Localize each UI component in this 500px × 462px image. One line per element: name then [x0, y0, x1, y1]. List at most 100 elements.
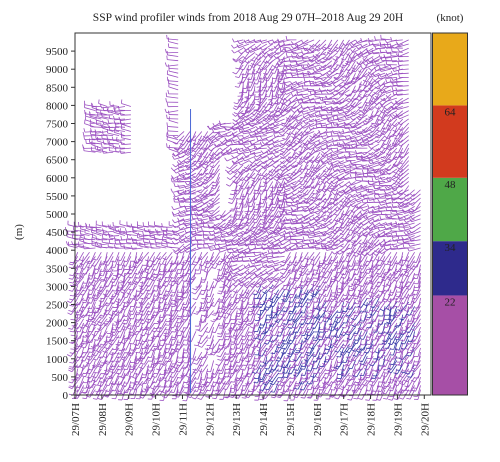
wind-barb-flag [228, 307, 233, 311]
wind-barb-flag [275, 186, 280, 189]
wind-barb-flag [92, 376, 97, 379]
wind-barb-flag [276, 307, 281, 309]
wind-barb [304, 206, 315, 213]
wind-barb-flag [203, 270, 208, 274]
wind-barb-flag [266, 113, 271, 118]
wind-barb [200, 139, 209, 150]
wind-barb-flag [201, 208, 205, 213]
wind-barb [117, 285, 126, 295]
wind-barb [283, 256, 291, 267]
wind-barb [245, 43, 256, 51]
wind-barb [285, 331, 291, 342]
wind-barb-flag [79, 263, 84, 266]
wind-barb [285, 131, 291, 140]
wind-barb-flag [299, 356, 304, 359]
wind-barb-flag [138, 310, 144, 313]
wind-barb-flag [252, 79, 257, 81]
wind-barb-flag [121, 308, 126, 311]
wind-barb [248, 389, 256, 399]
wind-barb-flag [116, 303, 121, 307]
wind-barb-flag [233, 334, 238, 337]
wind-barb [223, 218, 232, 229]
wind-barb-flag [282, 268, 287, 271]
wind-barb [278, 343, 285, 353]
wind-barb [168, 335, 173, 345]
wind-barb-flag [296, 194, 300, 199]
wind-barb-flag [196, 183, 201, 187]
wind-barb-flag [225, 150, 229, 155]
wind-barb [210, 214, 220, 220]
wind-barb-flag [260, 228, 264, 233]
wind-barb-flag [301, 50, 304, 55]
wind-barb [102, 326, 108, 337]
wind-barb [99, 297, 102, 309]
wind-barb-flag [85, 284, 90, 288]
wind-barb-flag [217, 358, 222, 361]
wind-barb-flag [208, 193, 213, 197]
wind-barb-flag [177, 233, 181, 237]
wind-barb-flag [234, 86, 239, 88]
wind-barb [222, 331, 226, 341]
wind-barb-flag [297, 190, 302, 194]
wind-barb-flag [246, 201, 251, 204]
wind-barb [149, 364, 155, 374]
wind-barb-flag [249, 129, 253, 133]
wind-barb [210, 143, 220, 152]
wind-barb-flag [78, 275, 83, 278]
wind-barb-flag [285, 119, 290, 123]
wind-barb [97, 364, 102, 374]
wind-barb-flag [208, 138, 212, 142]
wind-barb [292, 81, 303, 86]
wind-barb-flag [179, 147, 184, 150]
wind-barb [309, 177, 315, 188]
wind-barb-flag [75, 303, 80, 306]
wind-barb [266, 131, 279, 134]
wind-barb-flag [247, 245, 250, 251]
wind-barb [250, 122, 262, 127]
wind-barb [103, 233, 114, 236]
wind-barb [241, 168, 250, 175]
wind-barb [296, 368, 303, 377]
wind-barb [284, 343, 291, 355]
wind-barb-flag [237, 161, 241, 166]
wind-barb-flag [162, 294, 168, 297]
wind-barb [120, 256, 126, 266]
wind-barb-flag [254, 232, 259, 236]
wind-barb-flag [149, 260, 154, 263]
wind-barb-flag [121, 288, 126, 292]
wind-barb-flag [275, 296, 280, 299]
wind-barb-flag [110, 365, 115, 368]
wind-barb-flag [85, 395, 90, 398]
wind-barb-flag [269, 103, 274, 107]
wind-barb [264, 322, 268, 334]
wind-barb [302, 181, 309, 190]
wind-barb-flag [290, 218, 294, 223]
wind-barb-flag [176, 176, 180, 181]
wind-barb [121, 128, 131, 132]
wind-barb-flag [262, 362, 267, 365]
wind-barb-flag [231, 253, 235, 257]
wind-barb-flag [217, 275, 222, 277]
wind-barb-flag [298, 170, 303, 173]
wind-barb-flag [79, 355, 84, 358]
wind-barb-flag [245, 228, 250, 232]
wind-barb-flag [191, 162, 196, 165]
wind-barb [270, 47, 279, 57]
wind-barb-flag [87, 278, 92, 280]
wind-barb-flag [128, 387, 133, 389]
wind-barb [179, 214, 191, 218]
wind-barb-flag [102, 120, 105, 125]
wind-barb-flag [274, 313, 279, 316]
wind-barb [246, 364, 250, 377]
wind-barb-flag [271, 284, 276, 288]
wind-barb-flag [197, 329, 201, 332]
wind-barb [301, 339, 309, 350]
wind-barb-flag [86, 376, 91, 379]
wind-barb-flag [73, 266, 78, 269]
wind-barb-flag [291, 136, 295, 139]
wind-barb-flag [86, 358, 91, 361]
wind-barb [220, 247, 232, 253]
wind-barb-flag [298, 382, 303, 385]
wind-barb-flag [259, 125, 263, 130]
wind-barb-flag [179, 143, 184, 146]
